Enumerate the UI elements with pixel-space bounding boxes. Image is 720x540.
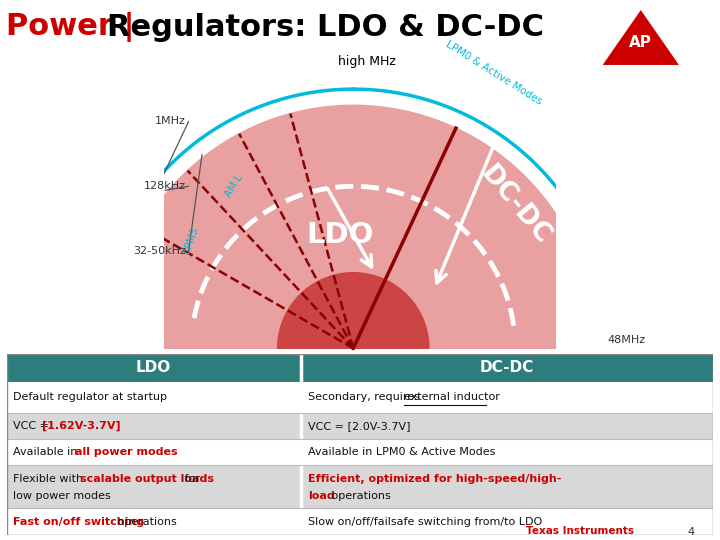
Text: high MHz: high MHz (338, 55, 396, 68)
Polygon shape (599, 7, 683, 66)
Text: external inductor: external inductor (405, 393, 500, 402)
Text: Regulators: LDO & DC-DC: Regulators: LDO & DC-DC (107, 12, 544, 42)
Text: Power |: Power | (6, 12, 145, 42)
Text: Secondary, requires: Secondary, requires (308, 393, 424, 402)
FancyBboxPatch shape (7, 413, 300, 439)
Text: Default regulator at startup: Default regulator at startup (13, 393, 167, 402)
Text: Slow on/off/failsafe switching from/to LDO: Slow on/off/failsafe switching from/to L… (308, 517, 543, 526)
Text: 1MHz: 1MHz (155, 117, 186, 126)
Text: 4: 4 (688, 527, 695, 537)
Text: AM L: AM L (224, 173, 246, 200)
FancyBboxPatch shape (7, 382, 300, 413)
Text: LPM3: LPM3 (182, 226, 201, 255)
Text: Available in LPM0 & Active Modes: Available in LPM0 & Active Modes (308, 447, 496, 457)
Text: VCC =: VCC = (13, 421, 53, 431)
Text: [1.62V-3.7V]: [1.62V-3.7V] (42, 421, 120, 431)
Text: operations: operations (114, 517, 176, 526)
Text: Fast on/off switching: Fast on/off switching (13, 517, 144, 526)
Text: load: load (308, 491, 336, 501)
Text: 128kHz: 128kHz (144, 181, 186, 191)
Polygon shape (278, 273, 429, 348)
Text: scalable output loads: scalable output loads (80, 474, 214, 484)
Polygon shape (110, 105, 596, 348)
FancyBboxPatch shape (7, 354, 300, 382)
Text: 32-50kHz: 32-50kHz (133, 246, 186, 256)
Text: VCC = [2.0V-3.7V]: VCC = [2.0V-3.7V] (308, 421, 411, 431)
Text: DC-DC: DC-DC (480, 360, 534, 375)
FancyBboxPatch shape (302, 509, 713, 535)
FancyBboxPatch shape (302, 382, 713, 413)
Text: for: for (181, 474, 199, 484)
Text: Texas Instruments: Texas Instruments (526, 525, 634, 536)
FancyBboxPatch shape (302, 413, 713, 439)
Text: DC-DC: DC-DC (475, 161, 555, 249)
Text: Available in: Available in (13, 447, 81, 457)
Text: Flexible with: Flexible with (13, 474, 86, 484)
Text: low power modes: low power modes (13, 491, 111, 501)
Text: all power modes: all power modes (75, 447, 178, 457)
FancyBboxPatch shape (7, 465, 300, 509)
FancyBboxPatch shape (302, 439, 713, 465)
FancyBboxPatch shape (7, 439, 300, 465)
Text: 48MHz: 48MHz (607, 335, 645, 345)
Text: Efficient, optimized for high-speed/high-: Efficient, optimized for high-speed/high… (308, 474, 562, 484)
Text: LPM0 & Active Modes: LPM0 & Active Modes (444, 39, 544, 107)
Text: operations: operations (328, 491, 390, 501)
FancyBboxPatch shape (302, 465, 713, 509)
FancyBboxPatch shape (302, 354, 713, 382)
Text: LDO: LDO (136, 360, 171, 375)
Text: LDO: LDO (306, 221, 374, 249)
Text: AP: AP (629, 35, 652, 50)
FancyBboxPatch shape (7, 509, 300, 535)
